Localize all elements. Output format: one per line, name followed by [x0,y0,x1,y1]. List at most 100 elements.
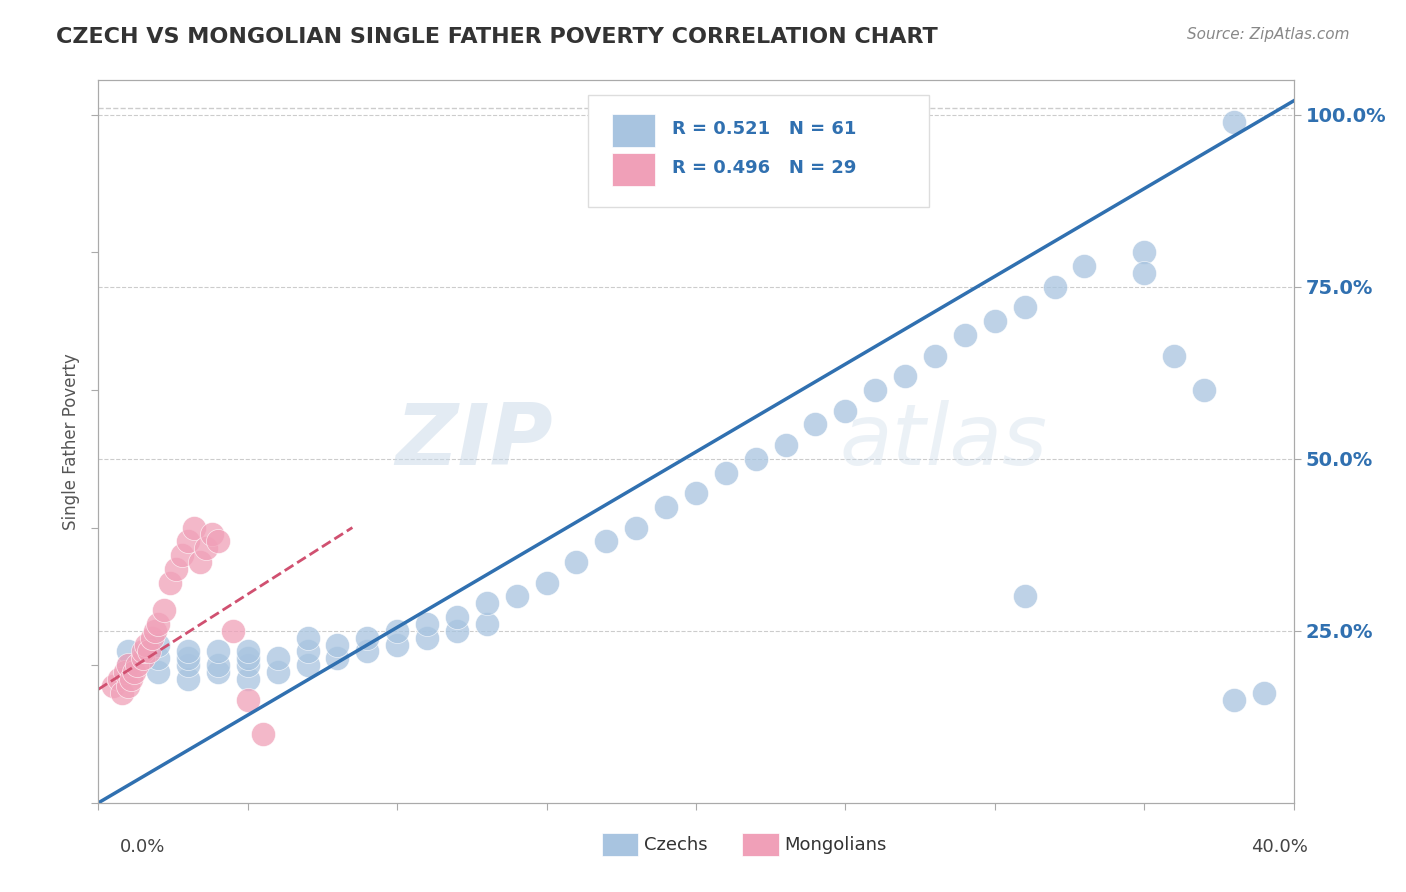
Point [1133,266,1156,280]
Point [446,610,468,624]
Point [385,638,409,652]
Point [236,692,259,706]
Point [475,616,498,631]
Text: ZIP: ZIP [395,400,553,483]
Point [655,500,678,514]
Point [595,534,617,549]
Point [984,314,1007,328]
Point [177,658,200,673]
FancyBboxPatch shape [613,113,655,147]
Point [1133,245,1156,260]
Point [117,658,139,673]
Point [148,665,170,679]
Point [326,638,349,652]
Point [148,651,170,665]
Point [1073,259,1095,273]
Point [804,417,827,432]
Point [714,466,737,480]
Text: CZECH VS MONGOLIAN SINGLE FATHER POVERTY CORRELATION CHART: CZECH VS MONGOLIAN SINGLE FATHER POVERTY… [56,27,938,46]
Text: 40.0%: 40.0% [1251,838,1308,856]
Text: atlas: atlas [839,400,1047,483]
Point [207,665,229,679]
Point [143,624,166,638]
Point [236,651,259,665]
Point [1253,686,1275,700]
Point [1223,692,1246,706]
Point [924,349,946,363]
Point [124,665,146,679]
Point [148,638,170,652]
Point [1223,114,1246,128]
Point [201,527,224,541]
Point [297,658,319,673]
FancyBboxPatch shape [589,95,929,207]
Point [153,603,176,617]
Text: R = 0.521   N = 61: R = 0.521 N = 61 [672,120,856,137]
Point [385,624,409,638]
Point [108,672,131,686]
Point [267,665,290,679]
Point [834,403,856,417]
Point [138,644,160,658]
Point [416,616,439,631]
Point [148,616,170,631]
Text: Mongolians: Mongolians [785,836,887,854]
Point [132,644,155,658]
Point [177,534,200,549]
Point [475,596,498,610]
Point [626,520,648,534]
Point [103,679,125,693]
Point [111,686,134,700]
Point [446,624,468,638]
Point [236,672,259,686]
Point [207,534,229,549]
Point [236,658,259,673]
FancyBboxPatch shape [613,153,655,186]
Point [159,575,181,590]
Point [114,665,136,679]
Point [127,658,149,673]
Point [326,651,349,665]
Point [177,644,200,658]
Point [865,383,887,397]
Point [165,562,187,576]
Point [1014,301,1036,315]
Point [188,555,211,569]
Point [416,631,439,645]
Point [775,438,797,452]
Text: Czechs: Czechs [644,836,707,854]
Point [117,679,139,693]
Point [1014,590,1036,604]
Point [1163,349,1185,363]
Point [135,638,157,652]
Point [207,644,229,658]
Point [172,548,194,562]
Point [132,651,155,665]
Point [252,727,274,741]
Point [565,555,588,569]
Text: Source: ZipAtlas.com: Source: ZipAtlas.com [1187,27,1350,42]
Point [506,590,529,604]
Point [1043,279,1066,293]
Point [141,631,163,645]
Point [297,644,319,658]
Text: 0.0%: 0.0% [120,838,165,856]
Point [177,651,200,665]
Point [894,369,917,384]
Point [356,644,378,658]
Point [267,651,290,665]
Point [953,327,976,342]
Text: R = 0.496   N = 29: R = 0.496 N = 29 [672,160,856,178]
Point [297,631,319,645]
Point [177,672,200,686]
Point [183,520,205,534]
Point [745,451,768,466]
Y-axis label: Single Father Poverty: Single Father Poverty [62,353,80,530]
Point [207,658,229,673]
Point [1192,383,1215,397]
Point [195,541,218,556]
Point [120,672,142,686]
Point [117,658,139,673]
Point [236,644,259,658]
Point [117,644,139,658]
